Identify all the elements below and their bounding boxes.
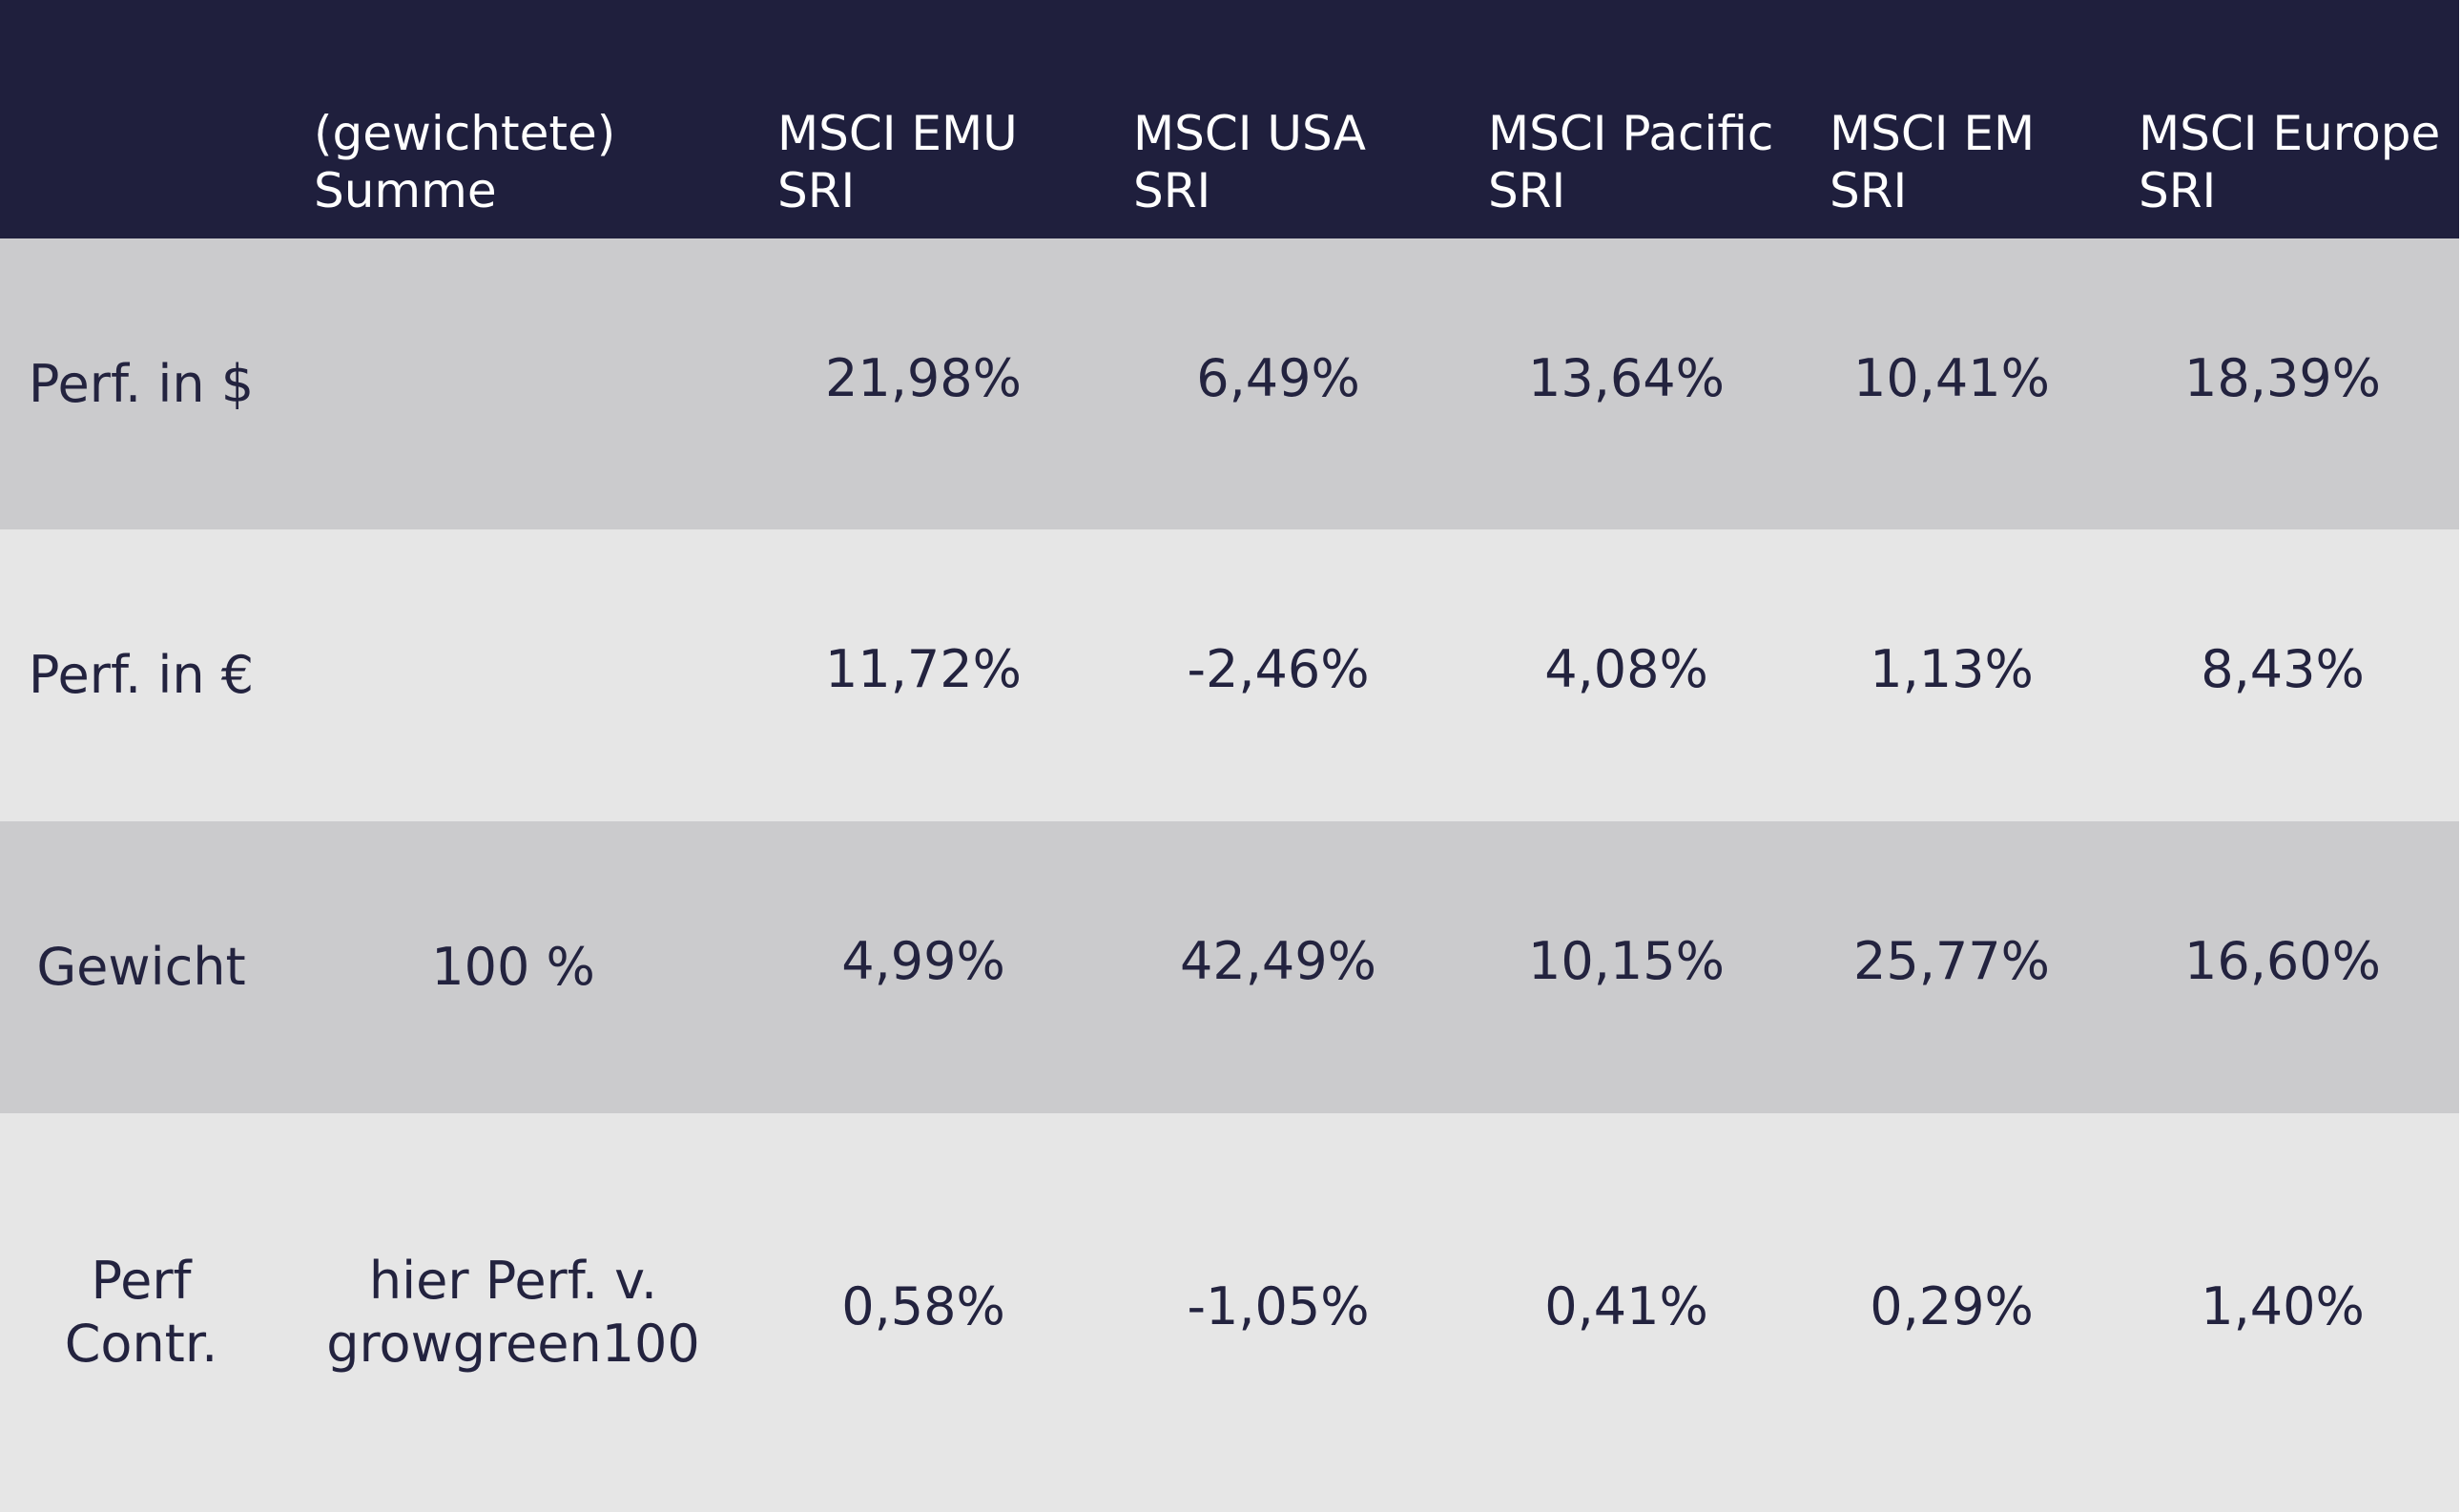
value-cell: -2,46% [1187,639,1370,699]
value-cell: 1,13% [1870,639,2034,699]
row-label: Perf. in € [29,529,254,821]
value-cell: 1,40% [2201,1276,2365,1336]
value-cell: 0,58% [841,1276,1005,1336]
value-cell: 8,43% [2201,639,2365,699]
value-cell: 16,60% [2184,931,2381,991]
header-cell: MSCI USA SRI [1133,100,1366,224]
cell-line: (gewichtete) [314,106,616,161]
cell-line: MSCI Pacific [1488,106,1774,161]
row-band [0,238,2459,529]
row-label: Perf. in $ [29,238,254,529]
row-band [0,821,2459,1113]
header-cell: MSCI EM SRI [1830,100,2035,224]
value-cell: 6,49% [1196,347,1360,408]
value-cell: 0,29% [1870,1276,2034,1336]
cell-line: SRI [1488,163,1566,218]
cell-line: MSCI Europe [2139,106,2441,161]
value-cell: -1,05% [1187,1276,1370,1336]
header-cell: MSCI Europe SRI [2139,100,2440,224]
value-cell: 25,77% [1853,931,2050,991]
cell-line: growgreen100 [326,1314,700,1374]
cell-line: Gewicht [36,937,246,997]
value-cell: 21,98% [825,347,1022,408]
value-cell: 18,39% [2184,347,2381,408]
cell-line: SRI [777,163,856,218]
sum-cell: 100 % [431,821,595,1113]
cell-line: SRI [2139,163,2217,218]
cell-line: 100 % [431,937,595,997]
row-band [0,1113,2459,1512]
cell-line: MSCI EM [1830,106,2036,161]
row-band [0,529,2459,821]
cell-line: Perf [91,1251,192,1311]
value-cell: 42,49% [1180,931,1376,991]
cell-line: Perf. in € [28,645,255,705]
value-cell: 4,08% [1544,639,1708,699]
header-cell: MSCI Pacific SRI [1488,100,1773,224]
header-cell: MSCI EMU SRI [777,100,1018,224]
value-cell: 13,64% [1528,347,1725,408]
value-cell: 11,72% [825,639,1022,699]
row-label: Gewicht [36,821,245,1113]
cell-line: hier Perf. v. [368,1251,658,1311]
header-cell: (gewichtete) Summe [314,100,615,224]
value-cell: 0,41% [1544,1276,1708,1336]
cell-line: MSCI EMU [777,106,1018,161]
row-label: Perf Contr. [65,1113,218,1512]
cell-line: Contr. [64,1314,218,1374]
cell-line: SRI [1133,163,1211,218]
sum-cell: hier Perf. v. growgreen100 [326,1113,700,1512]
cell-line: SRI [1830,163,1908,218]
value-cell: 10,15% [1528,931,1725,991]
cell-line: Summe [314,163,497,218]
header-band [0,0,2459,238]
value-cell: 4,99% [841,931,1005,991]
value-cell: 10,41% [1853,347,2050,408]
cell-line: MSCI USA [1133,106,1366,161]
cell-line: Perf. in $ [28,353,255,414]
